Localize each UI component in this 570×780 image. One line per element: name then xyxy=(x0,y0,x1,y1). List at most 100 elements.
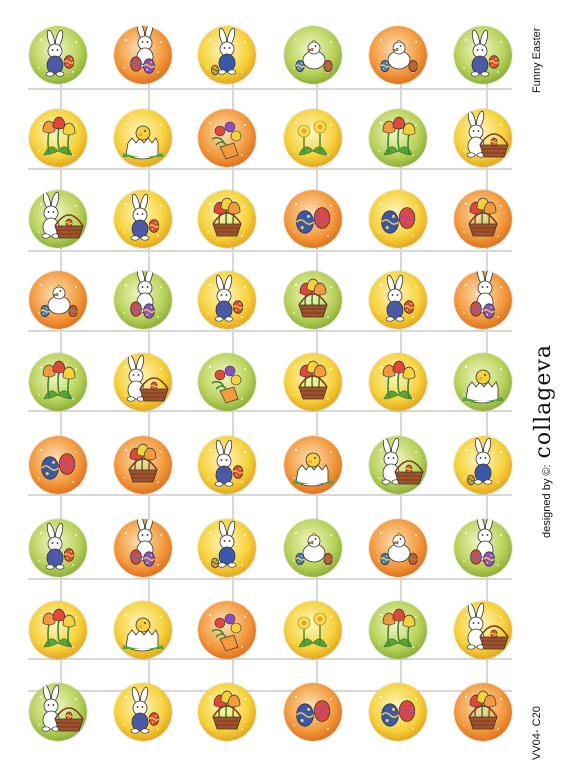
badge-bunny-with-egg xyxy=(29,519,87,577)
badge-painted-eggs xyxy=(284,683,342,741)
badge-bunny-with-egg xyxy=(114,683,172,741)
bunny-with-eggs-icon xyxy=(114,26,172,84)
badge-flower-basket xyxy=(454,683,512,741)
badge-painted-eggs xyxy=(369,683,427,741)
bunny-with-basket-icon xyxy=(454,601,512,659)
badge-hatching-chick xyxy=(454,353,512,411)
badge-painted-eggs xyxy=(284,190,342,248)
bunny-with-egg-icon xyxy=(198,271,256,329)
cut-line-horizontal xyxy=(28,658,512,660)
hatching-chick-icon xyxy=(114,601,172,659)
flower-bouquet-icon xyxy=(198,353,256,411)
tulips-icon xyxy=(369,353,427,411)
painted-eggs-icon xyxy=(369,190,427,248)
badge-flower-bouquet xyxy=(198,109,256,167)
bunny-with-egg-icon xyxy=(29,26,87,84)
flower-basket-icon xyxy=(284,271,342,329)
bunny-with-basket-icon xyxy=(114,353,172,411)
badge-tulips xyxy=(369,601,427,659)
cut-line-horizontal xyxy=(28,494,512,496)
flower-basket-icon xyxy=(454,190,512,248)
badge-flower-basket xyxy=(454,190,512,248)
badge-chick-with-eggs xyxy=(284,26,342,84)
designer-credit: designed by ©: collageva xyxy=(531,344,556,538)
tulips-icon xyxy=(369,601,427,659)
sheet-title: Funny Easter xyxy=(531,27,543,93)
chick-with-eggs-icon xyxy=(369,519,427,577)
badge-chick-with-eggs xyxy=(29,271,87,329)
product-code: VV04- C20 xyxy=(531,706,543,760)
brand-logo: collageva xyxy=(531,344,556,459)
badge-bunny-with-egg xyxy=(114,190,172,248)
bunny-with-egg-icon xyxy=(198,436,256,494)
badge-bunny-with-basket xyxy=(454,601,512,659)
hatching-chick-icon xyxy=(284,436,342,494)
badge-bunny-with-basket xyxy=(369,436,427,494)
bunny-with-eggs-icon xyxy=(114,519,172,577)
credit-label: designed by ©: xyxy=(541,464,553,538)
painted-eggs-icon xyxy=(29,436,87,494)
tulips-icon xyxy=(29,353,87,411)
hatching-chick-icon xyxy=(114,109,172,167)
flower-basket-icon xyxy=(454,683,512,741)
cut-line-horizontal xyxy=(28,578,512,580)
badge-flower-basket xyxy=(284,271,342,329)
badge-flower-basket xyxy=(114,436,172,494)
badge-sitting-bunny xyxy=(198,519,256,577)
badge-bunny-with-egg xyxy=(198,436,256,494)
badge-bunny-with-egg xyxy=(454,26,512,84)
badge-tulips xyxy=(369,109,427,167)
tulips-icon xyxy=(29,109,87,167)
bunny-with-egg-icon xyxy=(29,519,87,577)
badge-chick-with-eggs xyxy=(369,26,427,84)
chick-with-eggs-icon xyxy=(284,26,342,84)
cut-line-horizontal xyxy=(28,690,512,692)
badge-bunny-with-egg xyxy=(198,271,256,329)
chick-with-eggs-icon xyxy=(369,26,427,84)
badge-flower-basket xyxy=(198,190,256,248)
chick-with-eggs-icon xyxy=(284,519,342,577)
badge-bunny-with-egg xyxy=(369,271,427,329)
bunny-with-basket-icon xyxy=(454,109,512,167)
badge-daffodils xyxy=(284,601,342,659)
badge-tulips xyxy=(29,601,87,659)
badge-bunny-with-basket xyxy=(29,190,87,248)
badge-flower-basket xyxy=(198,683,256,741)
chick-with-eggs-icon xyxy=(29,271,87,329)
badge-flower-bouquet xyxy=(198,353,256,411)
bunny-with-basket-icon xyxy=(29,190,87,248)
badge-daffodils xyxy=(284,109,342,167)
badge-tulips xyxy=(29,109,87,167)
cut-line-horizontal xyxy=(28,410,512,412)
flower-bouquet-icon xyxy=(198,109,256,167)
badge-sitting-bunny xyxy=(198,26,256,84)
sitting-bunny-icon xyxy=(454,436,512,494)
daffodils-icon xyxy=(284,601,342,659)
badge-bunny-with-basket xyxy=(114,353,172,411)
badge-bunny-with-basket xyxy=(29,683,87,741)
badge-chick-with-eggs xyxy=(284,519,342,577)
badge-flower-basket xyxy=(284,353,342,411)
daffodils-icon xyxy=(284,109,342,167)
badge-painted-eggs xyxy=(369,190,427,248)
badge-bunny-with-eggs xyxy=(114,26,172,84)
painted-eggs-icon xyxy=(284,683,342,741)
badge-hatching-chick xyxy=(114,109,172,167)
cut-line-horizontal xyxy=(28,168,512,170)
bunny-with-basket-icon xyxy=(29,683,87,741)
badge-bunny-with-eggs xyxy=(454,519,512,577)
bunny-with-egg-icon xyxy=(369,271,427,329)
cut-line-horizontal xyxy=(28,330,512,332)
flower-basket-icon xyxy=(198,683,256,741)
badge-hatching-chick xyxy=(114,601,172,659)
badge-chick-with-eggs xyxy=(369,519,427,577)
tulips-icon xyxy=(369,109,427,167)
badge-bunny-with-eggs xyxy=(454,271,512,329)
bunny-with-basket-icon xyxy=(369,436,427,494)
sitting-bunny-icon xyxy=(198,26,256,84)
bunny-with-eggs-icon xyxy=(454,519,512,577)
badge-bunny-with-eggs xyxy=(114,519,172,577)
badge-painted-eggs xyxy=(29,436,87,494)
badge-tulips xyxy=(369,353,427,411)
